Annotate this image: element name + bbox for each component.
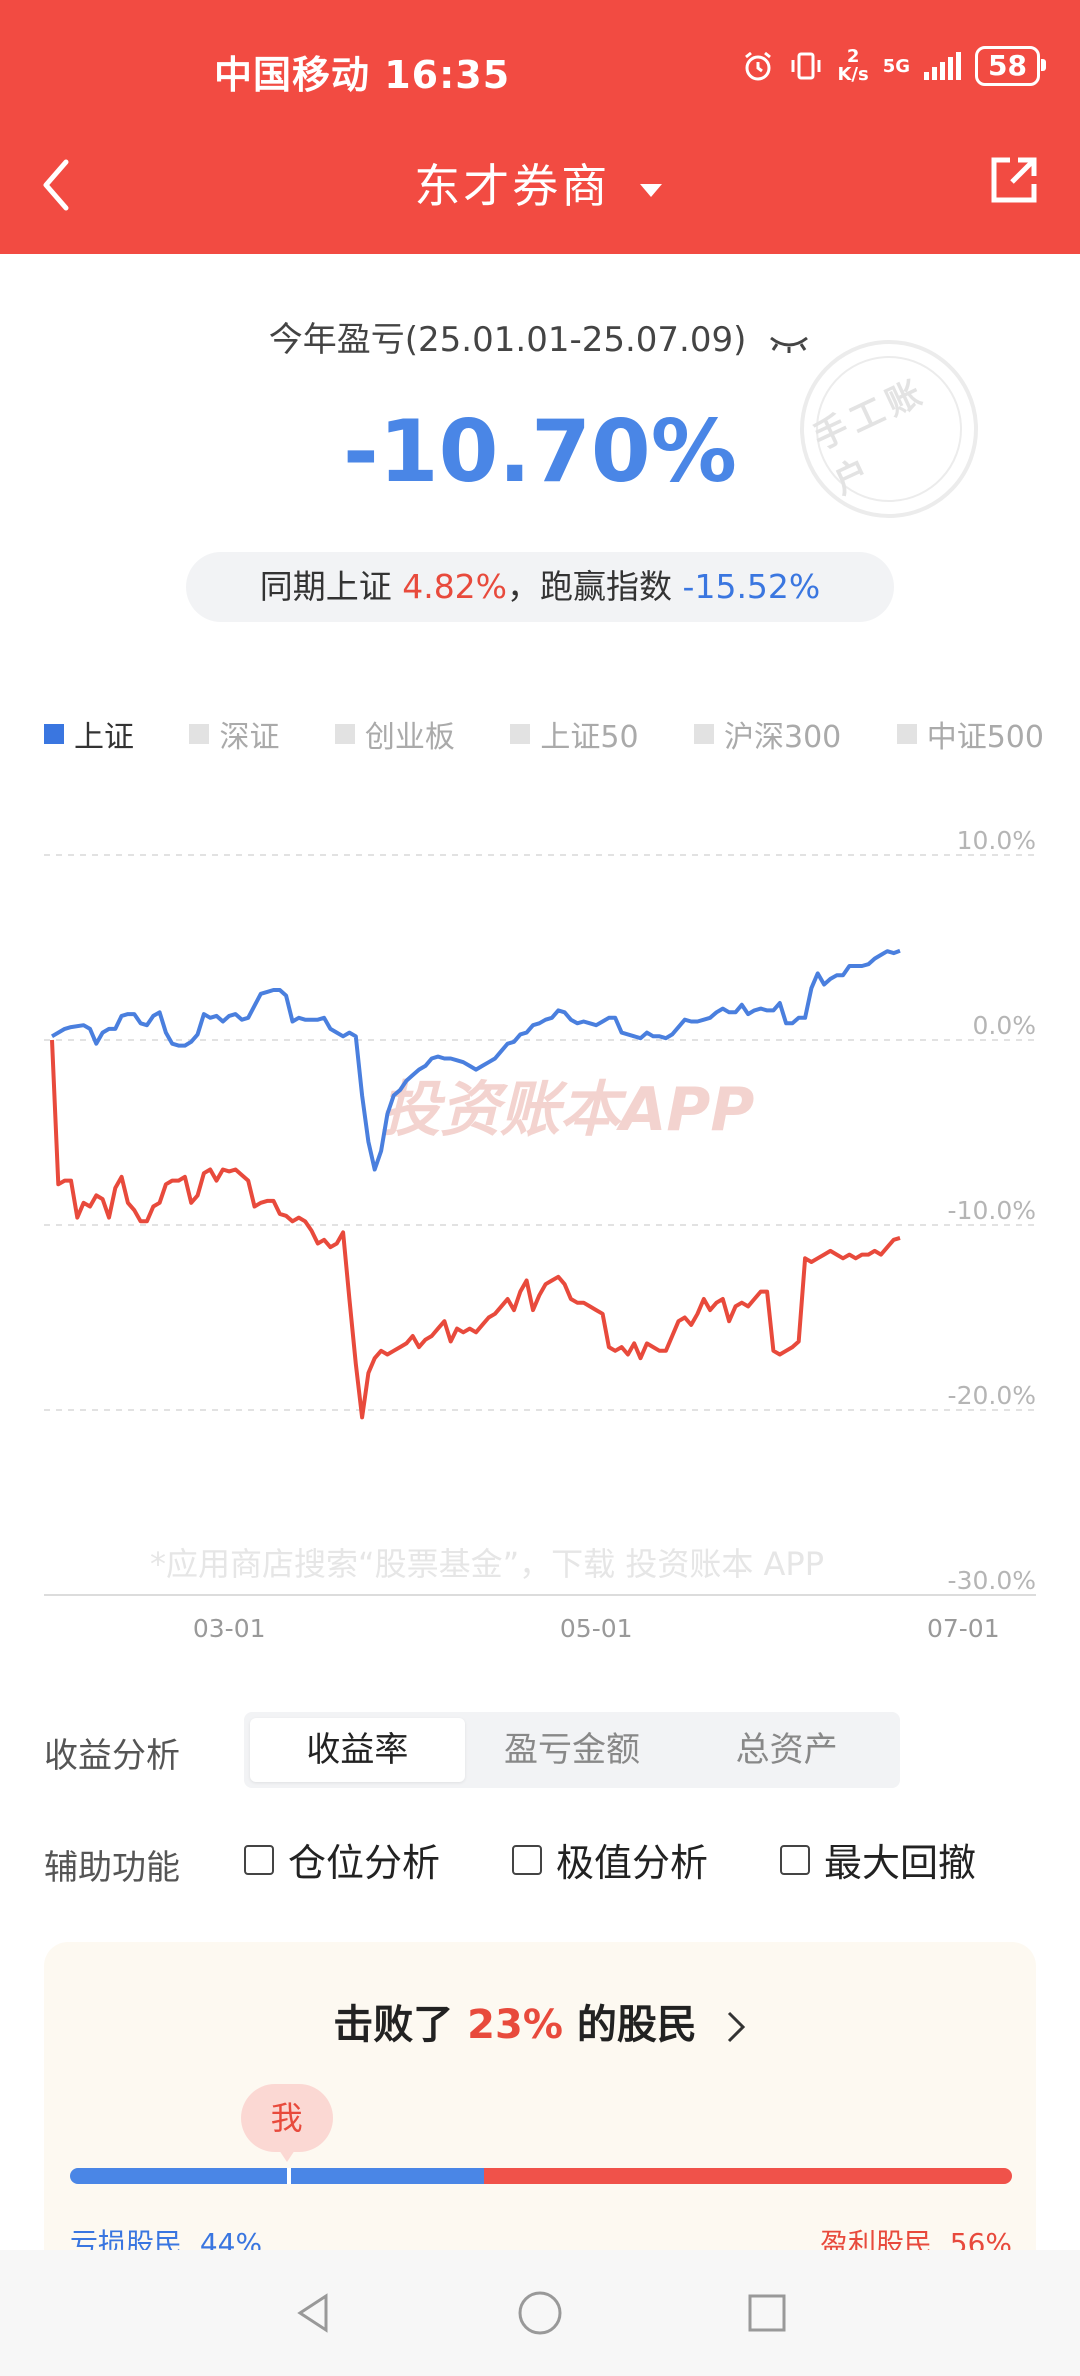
compare-mid: ，跑赢指数	[507, 567, 673, 606]
x-tick-label: 05-01	[560, 1614, 633, 1643]
investor-distribution-bar	[70, 2168, 1012, 2184]
legend-swatch	[189, 724, 210, 744]
analysis-row: 收益分析 收益率 盈亏金额 总资产	[44, 1712, 1044, 1792]
legend-item-sh[interactable]: 上证	[44, 712, 134, 756]
vibrate-icon	[791, 52, 821, 80]
return-chart[interactable]: 投资账本APP *应用商店搜索“股票基金”，下载 投资账本 APP 10.0% 0…	[0, 800, 1080, 1650]
tab-pnl-amount[interactable]: 盈亏金额	[504, 1730, 640, 1770]
me-marker-bubble: 我	[240, 2084, 333, 2162]
app-header: 中国移动 16:35 2 K/s 5G 58 东才券商	[0, 0, 1080, 254]
y-tick-label: -20.0%	[948, 1381, 1036, 1410]
profit-segment	[484, 2168, 1012, 2184]
beat-title[interactable]: 击败了 23% 的股民	[44, 1992, 1036, 2050]
status-icons: 2 K/s 5G 58	[741, 46, 1046, 86]
share-icon[interactable]	[984, 150, 1044, 210]
legend-item-hs300[interactable]: 沪深300	[694, 712, 841, 756]
index-compare-pill: 同期上证 4.82%，跑赢指数 -15.52%	[186, 552, 894, 622]
legend-swatch	[334, 724, 355, 744]
page-title: 东才券商	[414, 159, 611, 213]
my-position-marker	[286, 2168, 291, 2184]
nav-back-triangle-icon[interactable]	[288, 2288, 338, 2338]
nav-recents-square-icon[interactable]	[742, 2288, 792, 2338]
period-row: 今年盈亏(25.01.01-25.07.09)	[0, 312, 1080, 361]
legend-item-sz[interactable]: 深证	[189, 712, 279, 756]
y-tick-label: 0.0%	[972, 1011, 1036, 1040]
network-type: 5G	[882, 55, 911, 77]
tab-total-assets[interactable]: 总资产	[735, 1730, 838, 1770]
legend-swatch	[896, 724, 917, 744]
analysis-label: 收益分析	[44, 1736, 180, 1776]
chevron-right-icon	[727, 2011, 745, 2043]
back-icon[interactable]	[36, 150, 76, 220]
dropdown-triangle-icon	[639, 183, 662, 197]
user-series-line	[50, 1039, 901, 1420]
legend-item-zz500[interactable]: 中证500	[896, 712, 1044, 756]
aux-row: 辅助功能 仓位分析 极值分析 最大回撤	[44, 1832, 1044, 1892]
index-legend: 上证 深证 创业板 上证50 沪深300 中证500	[44, 712, 1044, 756]
checkbox-box[interactable]	[780, 1844, 810, 1875]
nav-home-circle-icon[interactable]	[515, 2288, 565, 2338]
y-tick-label: 10.0%	[957, 826, 1036, 855]
loss-segment	[70, 2168, 485, 2184]
position-analysis-checkbox[interactable]: 仓位分析	[244, 1832, 440, 1887]
eye-closed-icon[interactable]	[767, 330, 811, 354]
extreme-analysis-checkbox[interactable]: 极值分析	[512, 1832, 708, 1887]
total-return-value: -10.70%	[343, 402, 737, 502]
beat-pct: 23%	[467, 2002, 563, 2048]
legend-swatch	[510, 724, 531, 744]
chart-watermark-center: 投资账本APP	[380, 1075, 754, 1145]
chart-watermark-bottom: *应用商店搜索“股票基金”，下载 投资账本 APP	[150, 1545, 824, 1583]
legend-item-cyb[interactable]: 创业板	[334, 712, 455, 756]
y-tick-label: -10.0%	[948, 1196, 1036, 1225]
compare-excess-value: -15.52%	[682, 567, 821, 606]
beat-investors-card[interactable]: 击败了 23% 的股民 我 亏损股民 44% 盈利股民 56%	[44, 1942, 1036, 2282]
net-speed: 2 K/s	[837, 46, 869, 85]
compare-prefix: 同期上证	[259, 567, 392, 606]
status-carrier-time: 中国移动 16:35	[214, 53, 511, 97]
max-drawdown-checkbox[interactable]: 最大回撤	[780, 1832, 976, 1887]
period-label: 今年盈亏(25.01.01-25.07.09)	[268, 320, 747, 360]
aux-label: 辅助功能	[44, 1848, 180, 1888]
index-series-line	[50, 948, 901, 1172]
tab-return-rate[interactable]: 收益率	[250, 1718, 465, 1782]
legend-swatch	[44, 724, 64, 744]
battery-icon: 58	[975, 46, 1046, 86]
x-tick-label: 03-01	[193, 1614, 266, 1643]
legend-item-sz50[interactable]: 上证50	[510, 712, 639, 756]
alarm-icon	[745, 51, 772, 81]
y-tick-label: -30.0%	[948, 1566, 1036, 1595]
compare-index-value: 4.82%	[402, 567, 508, 606]
system-navigation-bar	[0, 2250, 1080, 2376]
signal-icon	[924, 52, 962, 80]
checkbox-box[interactable]	[244, 1844, 274, 1875]
x-tick-label: 07-01	[927, 1614, 1000, 1643]
checkbox-box[interactable]	[512, 1844, 542, 1875]
analysis-tabs: 收益率 盈亏金额 总资产	[244, 1712, 900, 1788]
legend-swatch	[694, 724, 714, 744]
account-selector[interactable]: 东才券商	[0, 150, 1080, 216]
